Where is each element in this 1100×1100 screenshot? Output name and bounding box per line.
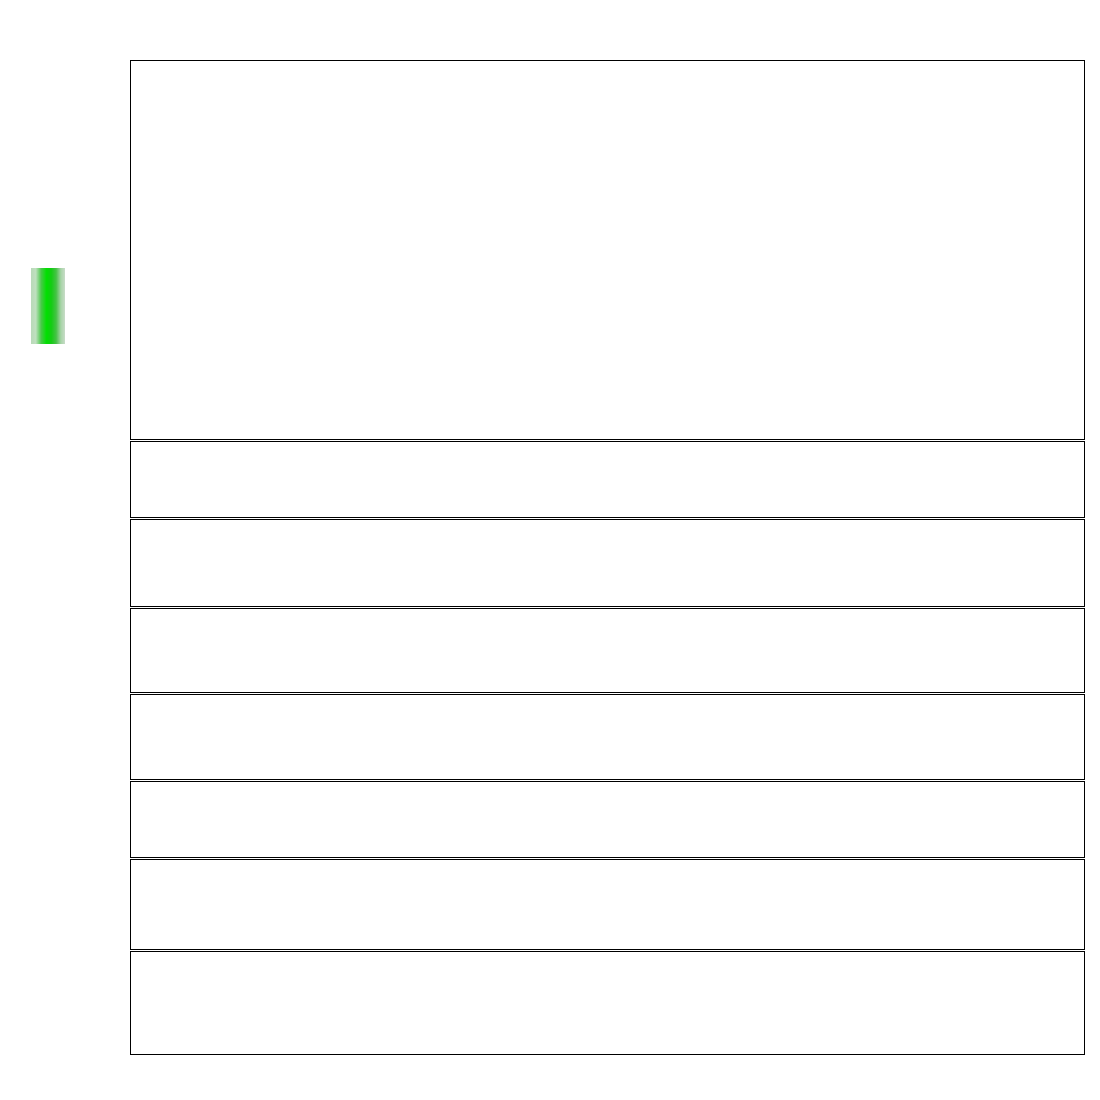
panel-precip[interactable]: [130, 951, 1085, 1055]
rh-plot: [131, 782, 1084, 857]
li-cape-plot: [131, 520, 1084, 606]
panel-slp-thickness[interactable]: [130, 441, 1085, 518]
rh-legend-swatch: [31, 268, 65, 344]
panel-upper-air[interactable]: [130, 60, 1085, 440]
upper-air-plot: [131, 61, 1084, 439]
cloud-plot: [131, 860, 1084, 949]
precip-plot: [131, 952, 1084, 1054]
panel-10m-wind[interactable]: [130, 608, 1085, 693]
panel-li-cape[interactable]: [130, 519, 1085, 607]
panel-cloud-cover[interactable]: [130, 859, 1085, 950]
slp-thickness-plot: [131, 442, 1084, 517]
panel-temp-dewpt[interactable]: [130, 694, 1085, 780]
temp-dewpt-plot: [131, 695, 1084, 779]
wind-speed-plot: [131, 609, 1084, 692]
panel-2m-rh[interactable]: [130, 781, 1085, 858]
